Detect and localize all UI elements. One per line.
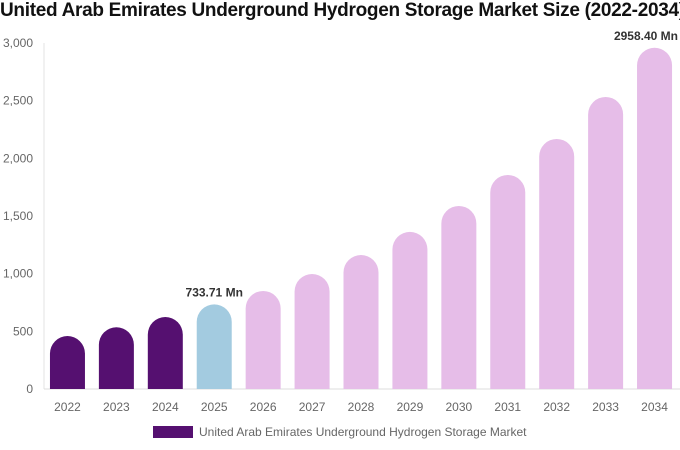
data-label-2034: 2958.40 Mn [614, 29, 678, 43]
bar-2031 [490, 174, 526, 389]
legend-swatch [153, 426, 193, 438]
y-tick-label: 1,500 [3, 209, 33, 223]
legend: United Arab Emirates Underground Hydroge… [153, 425, 527, 439]
bar-2026 [245, 290, 281, 389]
x-tick-label: 2033 [592, 400, 619, 414]
y-tick-label: 3,000 [3, 36, 33, 50]
x-tick-label: 2032 [543, 400, 570, 414]
bar-2022 [49, 336, 85, 389]
x-tick-label: 2034 [641, 400, 668, 414]
x-tick-label: 2029 [397, 400, 424, 414]
bar-2029 [392, 231, 428, 389]
x-tick-label: 2024 [152, 400, 179, 414]
x-tick-label: 2031 [494, 400, 521, 414]
bar-2032 [539, 138, 575, 389]
data-label-2025: 733.71 Mn [186, 285, 243, 299]
x-tick-label: 2028 [348, 400, 375, 414]
bar-2025 [196, 304, 232, 389]
bar-2023 [98, 327, 134, 389]
bar-2033 [588, 96, 624, 389]
y-tick-label: 500 [13, 324, 33, 338]
bar-2024 [147, 317, 183, 389]
y-tick-label: 1,000 [3, 267, 33, 281]
bar-2028 [343, 254, 379, 389]
x-tick-label: 2022 [54, 400, 81, 414]
x-tick-label: 2025 [201, 400, 228, 414]
chart-title: United Arab Emirates Underground Hydroge… [0, 0, 680, 21]
x-tick-label: 2023 [103, 400, 130, 414]
x-tick-label: 2026 [250, 400, 277, 414]
bar-2030 [441, 205, 477, 389]
x-tick-label: 2030 [445, 400, 472, 414]
y-tick-label: 0 [26, 382, 33, 396]
bar-2027 [294, 274, 330, 389]
x-tick-label: 2027 [299, 400, 326, 414]
legend-label: United Arab Emirates Underground Hydroge… [199, 425, 527, 439]
y-tick-label: 2,000 [3, 151, 33, 165]
bar-2034 [637, 47, 673, 389]
y-tick-label: 2,500 [3, 94, 33, 108]
